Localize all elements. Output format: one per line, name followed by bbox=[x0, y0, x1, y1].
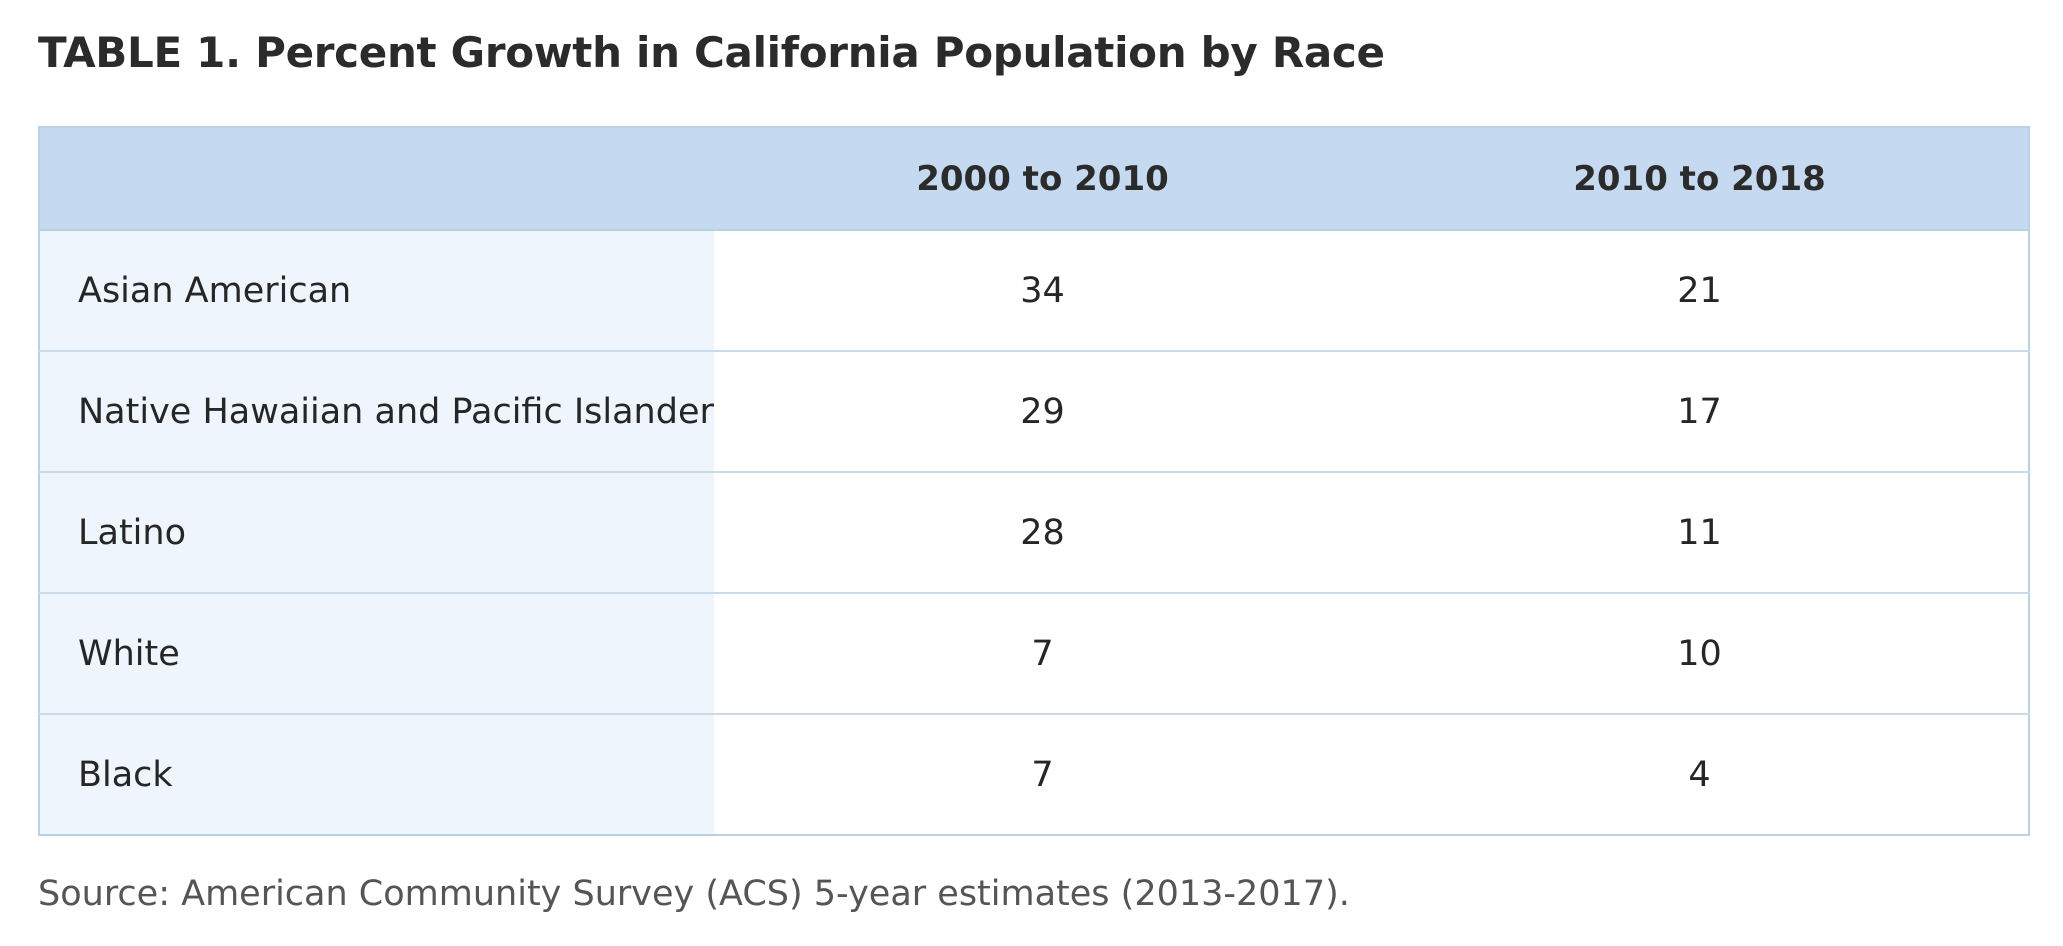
row-label: Asian American bbox=[39, 230, 714, 351]
table-row: Asian American 34 21 bbox=[39, 230, 2029, 351]
row-label: White bbox=[39, 592, 714, 714]
cell-2010-2018: 11 bbox=[1371, 471, 2029, 593]
cell-2000-2010: 29 bbox=[714, 350, 1371, 472]
data-table-container: 2000 to 2010 2010 to 2018 Asian American… bbox=[38, 126, 2030, 836]
column-header-2010-2018: 2010 to 2018 bbox=[1371, 127, 2029, 231]
cell-2010-2018: 17 bbox=[1371, 350, 2029, 472]
row-label: Latino bbox=[39, 471, 714, 593]
table-row: Latino 28 11 bbox=[39, 471, 2029, 593]
row-label: Black bbox=[39, 713, 714, 835]
column-header-2000-2010: 2000 to 2010 bbox=[714, 127, 1371, 231]
table-row: White 7 10 bbox=[39, 592, 2029, 714]
cell-2000-2010: 34 bbox=[714, 230, 1371, 351]
cell-2000-2010: 7 bbox=[714, 592, 1371, 714]
cell-2010-2018: 21 bbox=[1371, 230, 2029, 351]
growth-table: 2000 to 2010 2010 to 2018 Asian American… bbox=[38, 126, 2030, 836]
source-note: Source: American Community Survey (ACS) … bbox=[38, 874, 1350, 914]
cell-2010-2018: 4 bbox=[1371, 713, 2029, 835]
cell-2000-2010: 7 bbox=[714, 713, 1371, 835]
cell-2000-2010: 28 bbox=[714, 471, 1371, 593]
table-title: TABLE 1. Percent Growth in California Po… bbox=[38, 28, 1385, 77]
table-row: Black 7 4 bbox=[39, 713, 2029, 835]
table-row: Native Hawaiian and Pacific Islander 29 … bbox=[39, 350, 2029, 472]
column-header-label bbox=[39, 127, 714, 231]
cell-2010-2018: 10 bbox=[1371, 592, 2029, 714]
row-label: Native Hawaiian and Pacific Islander bbox=[39, 350, 714, 472]
table-header-row: 2000 to 2010 2010 to 2018 bbox=[39, 127, 2029, 231]
